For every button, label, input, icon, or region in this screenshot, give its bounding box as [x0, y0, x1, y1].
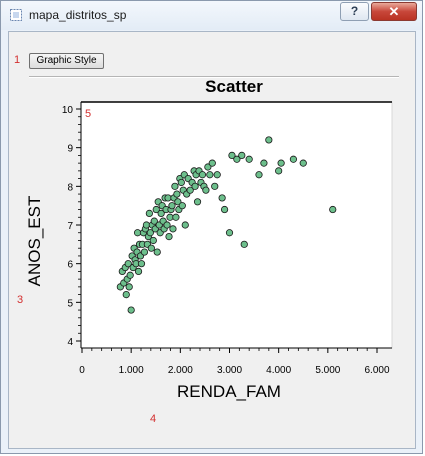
scatter-point[interactable] — [122, 290, 130, 299]
scatter-point[interactable] — [255, 171, 263, 179]
scatter-point[interactable] — [137, 260, 146, 268]
scatter-point[interactable] — [147, 244, 155, 252]
scatter-chart: Scatter 5 4 5 6 7 8 9 10 0 1.000 2.000 3.000 4.000 5… — [25, 77, 393, 401]
scatter-point[interactable] — [149, 236, 157, 245]
window-title: mapa_distritos_sp — [29, 8, 127, 22]
y-tick-label: 8 — [67, 182, 73, 193]
scatter-point[interactable] — [204, 163, 212, 171]
scatter-point[interactable] — [299, 159, 307, 167]
scatter-point[interactable] — [125, 283, 133, 291]
scatter-point[interactable] — [186, 186, 194, 194]
x-tick-label: 6.000 — [364, 365, 389, 376]
graphic-style-button[interactable]: Graphic Style — [29, 53, 104, 69]
scatter-point[interactable] — [181, 221, 189, 229]
title-bar[interactable]: mapa_distritos_sp ? ✕ — [1, 1, 422, 30]
y-tick-label: 4 — [67, 337, 73, 348]
y-axis-label: ANOS_EST — [25, 196, 44, 287]
scatter-point[interactable] — [260, 159, 268, 167]
scatter-point[interactable] — [228, 151, 236, 159]
scatter-point[interactable] — [275, 167, 283, 175]
scatter-point[interactable] — [218, 194, 226, 202]
scatter-point[interactable] — [329, 205, 337, 214]
app-icon — [10, 9, 22, 21]
scatter-point[interactable] — [202, 186, 210, 194]
help-button[interactable]: ? — [340, 2, 369, 21]
y-tick-label: 5 — [67, 298, 73, 309]
marker-5: 5 — [85, 108, 91, 120]
y-tick-label: 10 — [62, 105, 74, 116]
plot-area[interactable] — [80, 101, 393, 349]
scatter-point[interactable] — [166, 213, 174, 221]
scatter-point[interactable] — [240, 240, 248, 248]
scatter-point[interactable] — [220, 205, 229, 214]
scatter-point[interactable] — [172, 213, 180, 221]
scatter-point[interactable] — [191, 182, 199, 190]
scatter-point[interactable] — [165, 232, 173, 241]
scatter-point[interactable] — [145, 209, 153, 217]
x-tick-label: 5.000 — [315, 365, 340, 376]
scatter-point[interactable] — [193, 198, 202, 206]
data-points — [116, 136, 337, 314]
y-tick-label: 6 — [67, 260, 73, 271]
scatter-point[interactable] — [163, 221, 171, 229]
scatter-point[interactable] — [127, 306, 135, 314]
scatter-point[interactable] — [140, 248, 149, 256]
x-tick-label: 1.000 — [119, 365, 144, 376]
scatter-point[interactable] — [211, 182, 219, 190]
scatter-point[interactable] — [174, 198, 182, 206]
scatter-point[interactable] — [173, 190, 181, 198]
scatter-point[interactable] — [126, 271, 134, 279]
scatter-point[interactable] — [206, 171, 214, 179]
scatter-point[interactable] — [178, 202, 186, 210]
scatter-point[interactable] — [198, 171, 207, 179]
marker-1: 1 — [14, 54, 21, 66]
scatter-point[interactable] — [289, 155, 298, 163]
scatter-point[interactable] — [177, 178, 185, 187]
y-tick-label: 7 — [67, 221, 73, 232]
scatter-point[interactable] — [157, 209, 165, 217]
scatter-point[interactable] — [164, 194, 172, 202]
marker-4: 4 — [150, 413, 157, 425]
close-button[interactable]: ✕ — [371, 2, 417, 21]
x-axis-label: RENDA_FAM — [177, 382, 281, 401]
scatter-point[interactable] — [233, 155, 241, 163]
scatter-point[interactable] — [134, 267, 143, 275]
scatter-point[interactable] — [169, 225, 177, 233]
separator — [29, 76, 399, 78]
y-tick-label: 9 — [67, 144, 73, 155]
scatter-point[interactable] — [265, 136, 273, 144]
scatter-point[interactable] — [153, 248, 161, 256]
scatter-point[interactable] — [277, 159, 285, 167]
scatter-point[interactable] — [208, 159, 216, 167]
scatter-point[interactable] — [245, 155, 253, 163]
scatter-point[interactable] — [225, 229, 234, 237]
scatter-point[interactable] — [238, 151, 246, 159]
scatter-point[interactable] — [142, 221, 151, 229]
scatter-point[interactable] — [152, 205, 160, 214]
scatter-point[interactable] — [213, 171, 221, 179]
x-tick-label: 0 — [79, 365, 85, 376]
x-tick-label: 2.000 — [168, 365, 193, 376]
scatter-point[interactable] — [146, 229, 154, 237]
marker-3: 3 — [17, 294, 24, 306]
scatter-point[interactable] — [124, 260, 132, 268]
axes: 4 5 6 7 8 9 10 0 1.000 2.000 3.000 4.000 5.000 6.000 — [62, 101, 392, 376]
scatter-point[interactable] — [133, 229, 142, 237]
scatter-point[interactable] — [168, 202, 176, 210]
x-tick-label: 3.000 — [217, 365, 242, 376]
scatter-point[interactable] — [150, 217, 158, 225]
scatter-point[interactable] — [171, 182, 179, 190]
x-tick-label: 4.000 — [266, 365, 291, 376]
chart-title: Scatter — [205, 77, 263, 96]
